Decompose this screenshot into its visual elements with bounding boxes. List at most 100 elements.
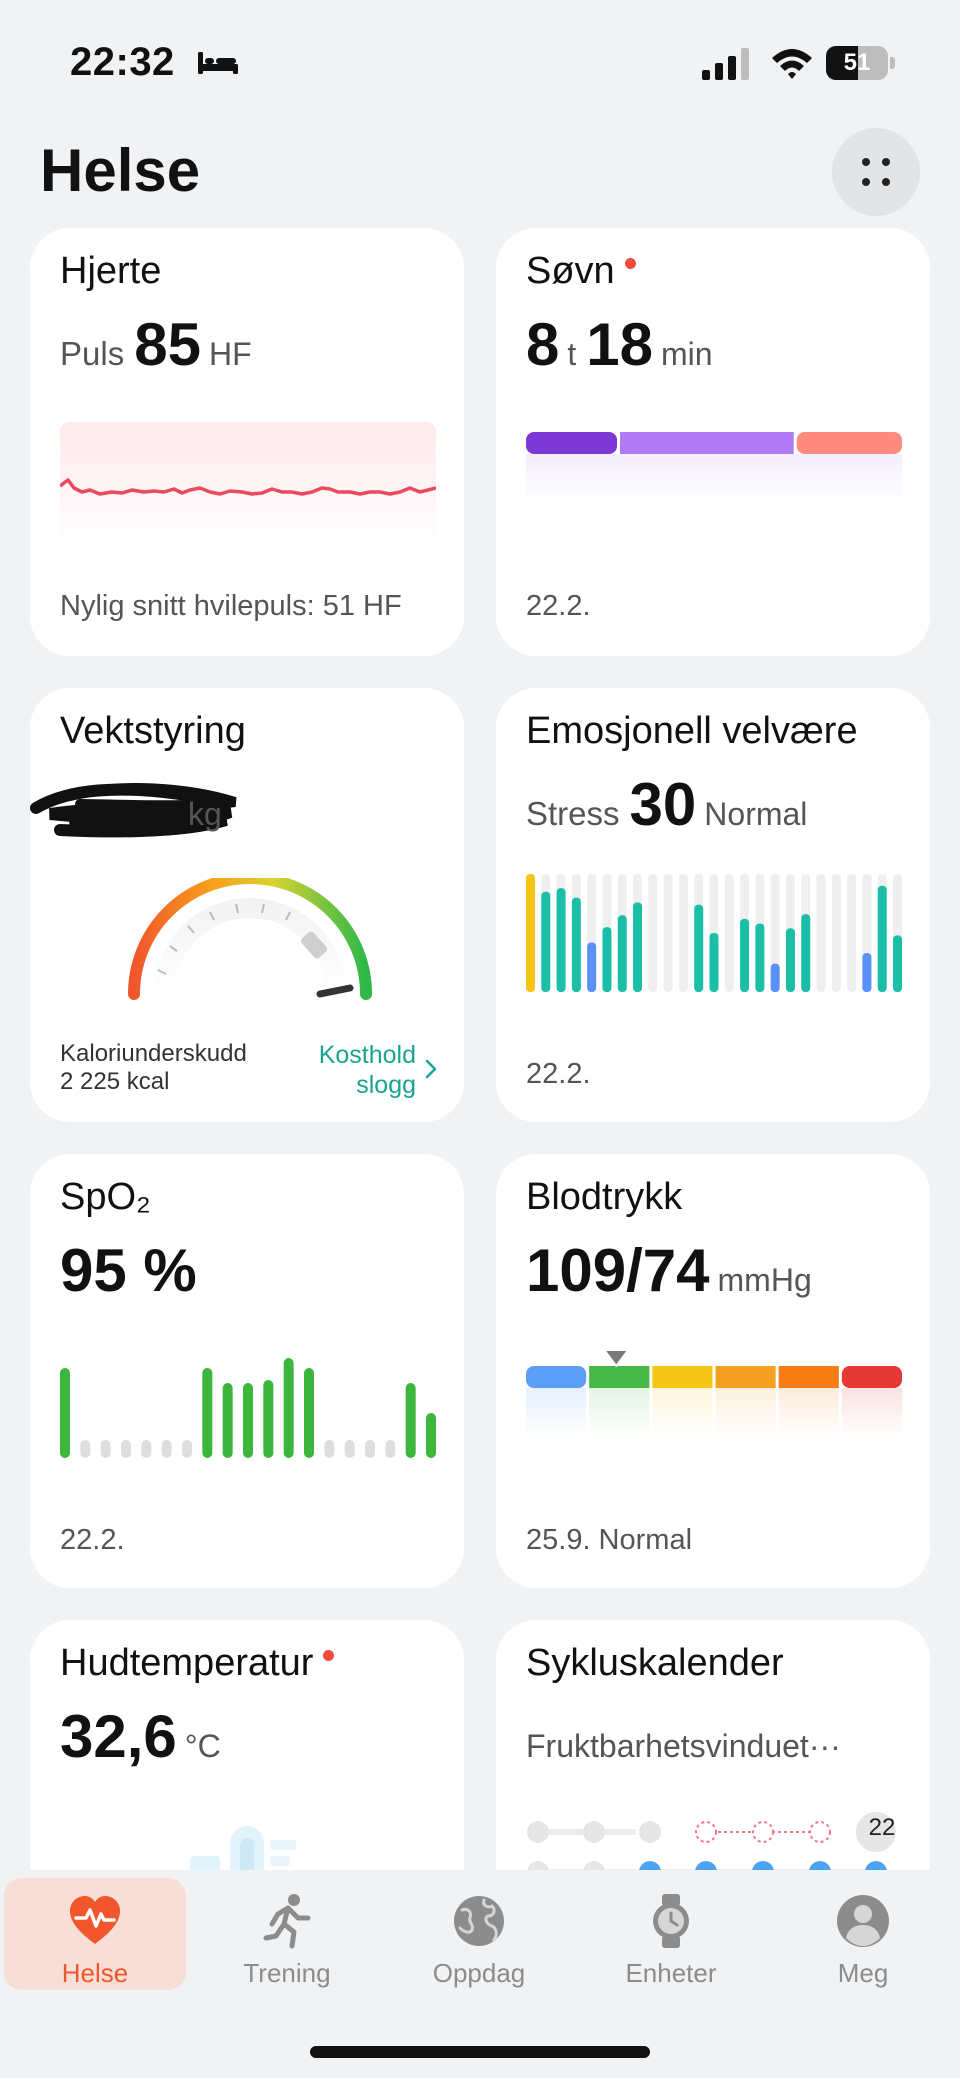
stress-bar xyxy=(541,891,551,992)
heart-rate-value: 85 xyxy=(134,311,201,378)
sleep-stage-segment xyxy=(796,432,902,454)
skin-temp-value: 32,6 xyxy=(60,1703,177,1770)
stress-bar xyxy=(862,953,872,992)
sleep-stage-segment xyxy=(526,432,617,454)
redacted-weight-scribble xyxy=(30,783,237,838)
bp-zone-segment xyxy=(652,1366,713,1388)
spo2-metric: 95 % xyxy=(60,1236,197,1305)
edit-cards-button[interactable] xyxy=(832,128,920,216)
battery-percent: 51 xyxy=(843,49,871,76)
weight-card-title: Vektstyring xyxy=(60,710,246,752)
stress-bar-track xyxy=(831,874,841,992)
status-time: 22:32 xyxy=(70,40,175,84)
emotion-card-title: Emosjonell velvære xyxy=(526,710,858,752)
weight-gauge xyxy=(128,878,372,1000)
cellular-signal-icon xyxy=(702,48,749,80)
nav-item-meg[interactable]: Meg xyxy=(772,1878,954,1990)
stress-bar xyxy=(709,933,719,992)
stress-bar xyxy=(893,935,902,992)
diet-log-link[interactable]: Kosthold slogg xyxy=(319,1040,416,1100)
new-data-dot xyxy=(323,1650,335,1661)
bed-icon xyxy=(198,52,238,74)
bp-zone-fade xyxy=(589,1388,650,1438)
spo2-empty-bar xyxy=(121,1440,131,1458)
sleep-minutes-unit: min xyxy=(661,336,713,372)
skin-temp-metric: 32,6 °C xyxy=(60,1702,221,1771)
sleep-card-title: Søvn xyxy=(526,250,636,293)
stress-bar xyxy=(740,918,750,992)
stress-bar xyxy=(694,904,704,992)
nav-label-meg: Meg xyxy=(837,1958,889,1988)
stress-bar xyxy=(755,923,765,992)
spo2-empty-bar xyxy=(141,1440,152,1458)
bp-zone-bar xyxy=(526,1350,902,1438)
stress-bar xyxy=(617,915,627,992)
stress-bar xyxy=(801,914,811,992)
bp-zone-fade xyxy=(715,1388,776,1438)
spo2-empty-bar xyxy=(324,1440,335,1458)
spo2-card[interactable]: SpO₂ 95 % 22.2. xyxy=(30,1154,464,1588)
stress-bar-track xyxy=(678,874,688,992)
bottom-navigation: Helse Trening Oppdag Enheter Meg xyxy=(0,1870,960,2078)
spo2-bar xyxy=(304,1368,314,1458)
calorie-deficit-value: 2 225 kcal xyxy=(60,1068,170,1095)
stress-bar xyxy=(556,888,566,992)
heart-rate-label: Puls xyxy=(60,335,125,372)
stress-bar xyxy=(571,897,581,992)
stress-bar xyxy=(602,927,612,992)
stress-bar-track xyxy=(770,874,780,992)
stress-label: Stress xyxy=(526,795,620,832)
cycle-day-badge: 22 xyxy=(868,1814,896,1841)
bp-zone-segment xyxy=(589,1366,650,1388)
home-indicator xyxy=(310,2046,650,2058)
chevron-right-icon[interactable] xyxy=(424,1058,438,1080)
nav-label-helse: Helse xyxy=(61,1958,129,1988)
nav-item-trening[interactable]: Trening xyxy=(196,1878,378,1990)
emotional-wellbeing-card[interactable]: Emosjonell velvære Stress 30 Normal 22.2. xyxy=(496,688,930,1122)
nav-item-helse[interactable]: Helse xyxy=(4,1878,186,1990)
blood-pressure-card[interactable]: Blodtrykk 109/74 mmHg 25.9. Normal xyxy=(496,1154,930,1588)
weight-unit: kg xyxy=(188,796,222,832)
nav-label-trening: Trening xyxy=(243,1958,331,1988)
stress-status: Normal xyxy=(704,796,808,832)
stress-metric: Stress 30 Normal xyxy=(526,770,807,839)
bp-metric: 109/74 mmHg xyxy=(526,1236,812,1305)
page-title: Helse xyxy=(40,137,201,204)
spo2-empty-bar xyxy=(385,1440,396,1458)
bp-zone-segment xyxy=(778,1366,839,1388)
heart-rate-unit: HF xyxy=(208,336,252,372)
bp-zone-segment xyxy=(841,1366,902,1388)
sleep-stage-segment xyxy=(620,432,794,454)
bp-zone-fade xyxy=(652,1388,713,1438)
diet-log-line1: Kosthold xyxy=(318,1041,416,1069)
nav-item-enheter[interactable]: Enheter xyxy=(580,1878,762,1990)
sleep-hours: 8 xyxy=(526,311,560,378)
weight-card[interactable]: Vektstyring kg xyxy=(30,688,464,1122)
cycle-card-title: Sykluskalender xyxy=(526,1642,784,1684)
heart-rate-chart xyxy=(60,422,436,546)
battery-icon: 51 xyxy=(826,46,896,80)
spo2-date: 22.2. xyxy=(60,1524,125,1556)
nav-item-oppdag[interactable]: Oppdag xyxy=(388,1878,570,1990)
bp-zone-fade xyxy=(778,1388,839,1438)
spo2-empty-bar xyxy=(100,1440,111,1458)
sleep-card[interactable]: Søvn 8 t 18 min 22.2. xyxy=(496,228,930,656)
emotion-date: 22.2. xyxy=(526,1058,591,1090)
heart-rate-line xyxy=(60,478,436,496)
heart-card-title: Hjerte xyxy=(60,250,162,292)
bp-value: 109/74 xyxy=(526,1237,710,1304)
stress-bar xyxy=(587,942,597,992)
spo2-bar xyxy=(222,1383,233,1458)
bp-zone-segment xyxy=(526,1366,587,1388)
bp-card-title: Blodtrykk xyxy=(526,1176,683,1218)
heart-card[interactable]: Hjerte Puls 85 HF Nylig snitt hvilepuls: 5… xyxy=(30,228,464,656)
spo2-empty-bar xyxy=(182,1440,192,1458)
skin-temp-unit: °C xyxy=(184,1728,221,1764)
calorie-deficit-label: Kaloriunderskudd xyxy=(60,1040,247,1067)
nav-label-enheter: Enheter xyxy=(625,1958,717,1988)
sleep-minutes: 18 xyxy=(586,311,654,378)
bp-footer: 25.9. Normal xyxy=(526,1524,693,1556)
bp-unit: mmHg xyxy=(717,1262,812,1298)
spo2-empty-bar xyxy=(161,1440,172,1458)
spo2-bar xyxy=(60,1368,70,1458)
